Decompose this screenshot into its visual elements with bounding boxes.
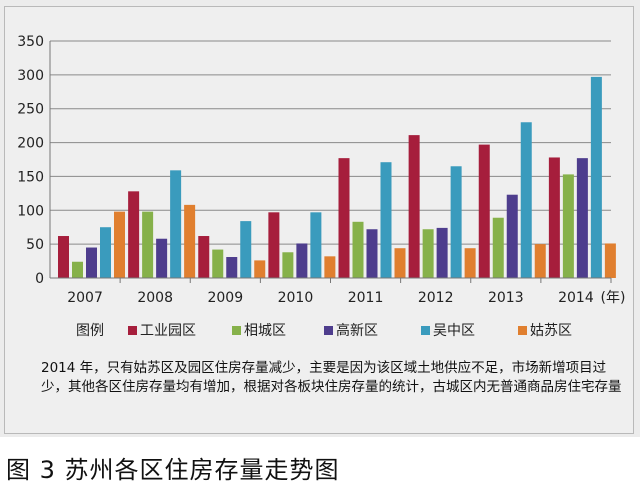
bar-3-2011 — [366, 229, 378, 278]
x-axis-ticks: 2007 2008 2009 2010 2011 2012 2013 2014 (年) — [67, 278, 625, 306]
bar-3-2009 — [226, 257, 238, 278]
legend-title: 图例 — [76, 323, 104, 339]
legend-label: 高新区 — [336, 323, 378, 339]
y-tick-label: 50 — [26, 237, 44, 253]
y-tick-label: 350 — [17, 34, 44, 50]
bar-2-2007 — [72, 261, 83, 278]
bar-2-2009 — [212, 249, 224, 278]
bar-1-2012 — [408, 135, 420, 278]
x-tick-label: 2013 — [488, 290, 524, 306]
bar-2-2011 — [352, 221, 364, 278]
x-tick-label: 2012 — [418, 290, 454, 306]
y-tick-label: 200 — [17, 136, 44, 152]
x-tick-label: 2007 — [67, 290, 103, 306]
legend-label: 吴中区 — [433, 323, 475, 339]
x-tick-label: 2009 — [207, 290, 243, 306]
legend-item: 高新区 — [324, 320, 378, 340]
x-unit-label: (年) — [601, 290, 626, 306]
bar-4-2008 — [170, 170, 182, 278]
bar-3-2012 — [436, 227, 448, 278]
legend-item: 工业园区 — [128, 320, 196, 340]
legend-label: 相城区 — [244, 323, 286, 339]
grid-lines — [50, 40, 611, 245]
bar-5-2014 — [604, 243, 616, 278]
bar-4-2013 — [520, 122, 532, 278]
bar-2-2010 — [282, 252, 294, 278]
bar-2-2014 — [562, 174, 574, 278]
chart-note: 2014 年，只有姑苏区及园区住房存量减少，主要是因为该区域土地供应不足，市场新… — [41, 360, 622, 395]
bar-1-2009 — [198, 236, 210, 278]
bar-4-2014 — [590, 76, 602, 278]
bar-1-2010 — [268, 212, 280, 278]
legend-item: 吴中区 — [421, 320, 475, 340]
legend-swatch — [324, 325, 333, 335]
bar-4-2007 — [100, 227, 111, 278]
x-tick-label: 2014 — [558, 290, 594, 306]
y-tick-label: 0 — [35, 271, 44, 287]
x-tick-label: 2011 — [348, 290, 384, 306]
bar-1-2008 — [128, 191, 140, 278]
legend-swatch — [128, 325, 137, 335]
bar-4-2011 — [380, 162, 392, 278]
y-tick-label: 100 — [17, 203, 44, 219]
y-tick-label: 250 — [17, 102, 44, 118]
bar-4-2009 — [240, 221, 252, 278]
bar-1-2011 — [338, 158, 350, 278]
legend-swatch — [518, 325, 527, 335]
bar-3-2013 — [506, 194, 518, 278]
bar-5-2010 — [324, 256, 336, 278]
legend-swatch — [421, 325, 430, 335]
bar-5-2013 — [534, 244, 546, 278]
bar-5-2012 — [464, 248, 476, 278]
bar-4-2012 — [450, 166, 462, 278]
legend-swatch — [232, 325, 241, 335]
bar-2-2012 — [422, 229, 434, 278]
legend-item: 相城区 — [232, 320, 286, 340]
legend-label: 姑苏区 — [530, 323, 572, 339]
bar-3-2010 — [296, 243, 308, 278]
bar-2-2013 — [492, 217, 504, 278]
bar-5-2009 — [254, 260, 266, 278]
bar-3-2014 — [576, 158, 588, 278]
bar-3-2007 — [86, 247, 97, 278]
bar-5-2007 — [114, 211, 125, 278]
bar-4-2010 — [310, 212, 322, 278]
bar-3-2008 — [156, 238, 168, 278]
legend-label: 工业园区 — [140, 323, 196, 339]
figure-caption: 图 3 苏州各区住房存量走势图 — [6, 456, 340, 484]
bar-5-2008 — [184, 204, 196, 278]
x-tick-label: 2010 — [278, 290, 314, 306]
y-tick-label: 150 — [17, 169, 44, 185]
x-tick-label: 2008 — [137, 290, 173, 306]
bar-2-2008 — [142, 211, 154, 278]
y-axis-ticks: 0 50 100 150 200 250 300 350 — [17, 34, 44, 287]
bars — [58, 76, 616, 278]
bar-1-2013 — [478, 144, 490, 278]
y-tick-label: 300 — [17, 68, 44, 84]
legend-item: 姑苏区 — [518, 320, 572, 340]
bar-5-2011 — [394, 248, 406, 278]
bar-1-2014 — [548, 157, 560, 278]
bar-1-2007 — [58, 236, 69, 278]
